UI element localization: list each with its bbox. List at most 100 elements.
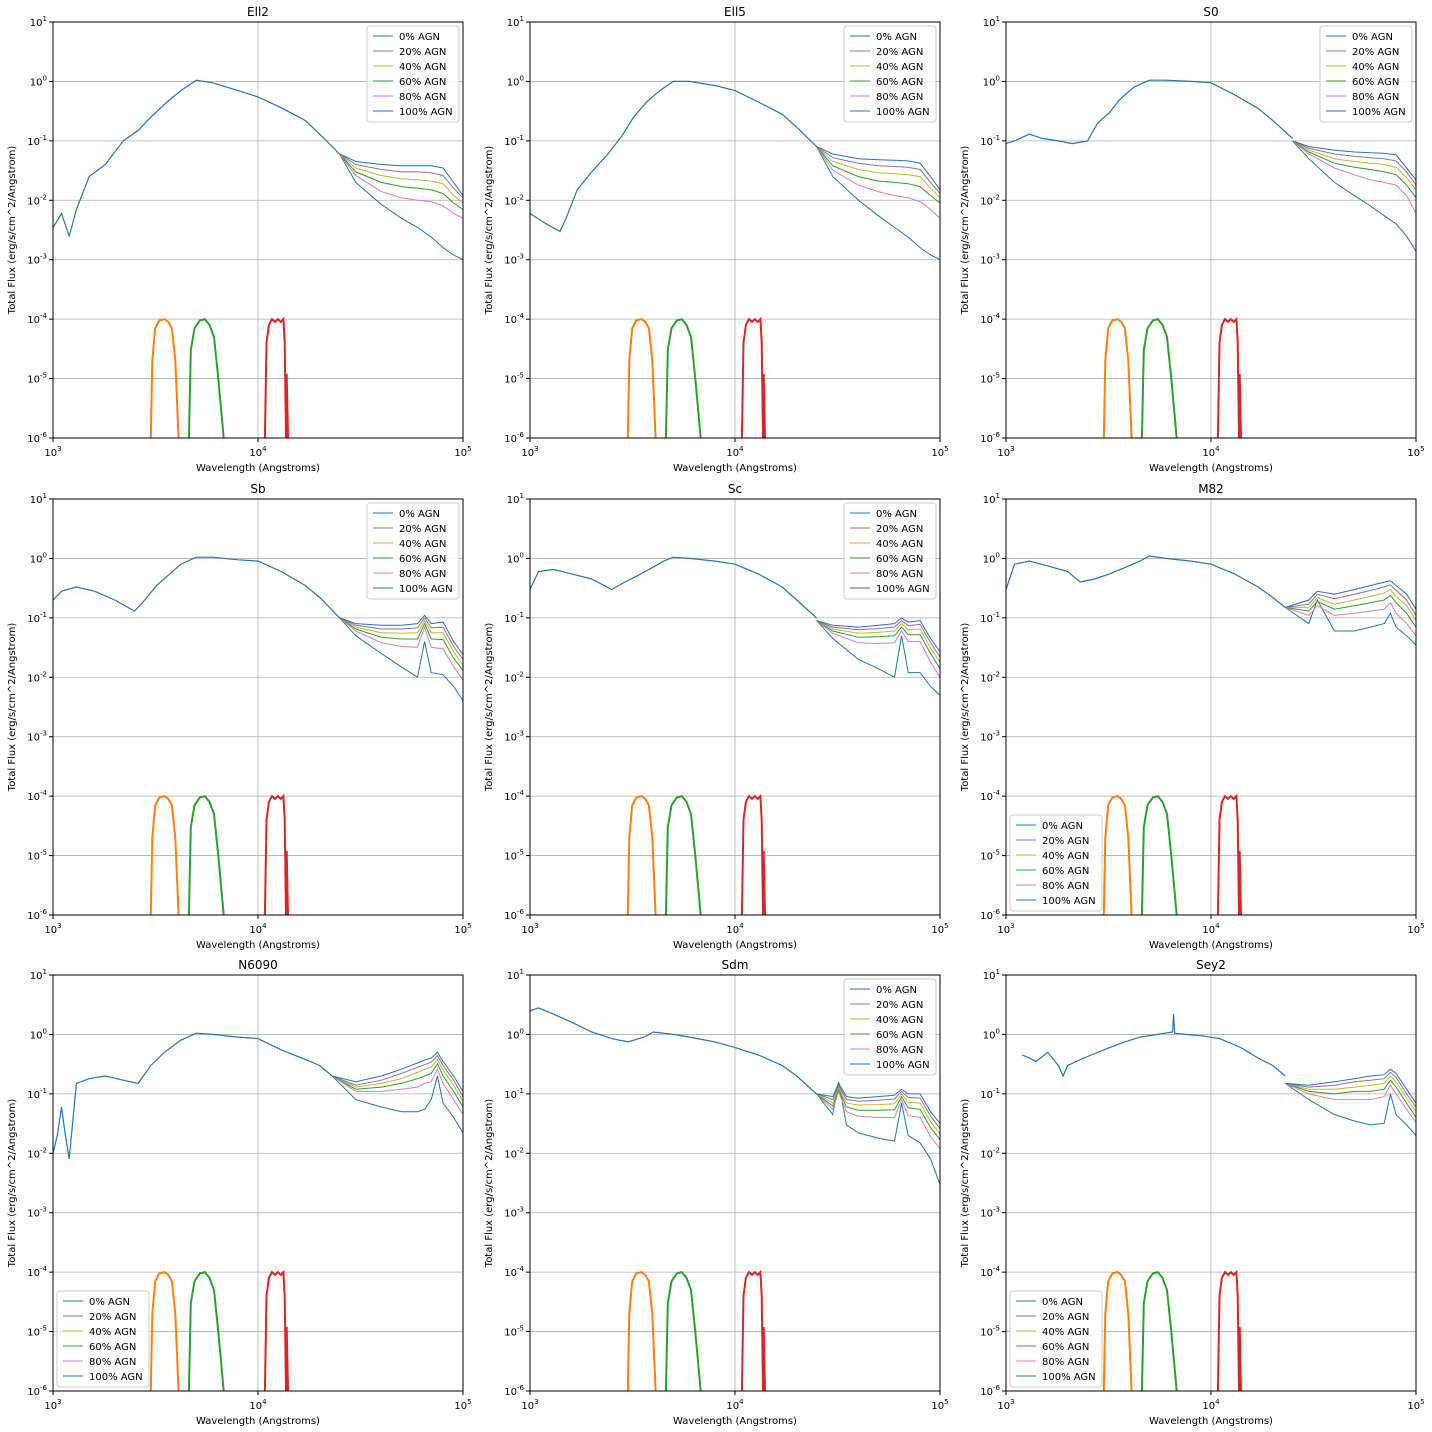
legend-label: 80% AGN	[1042, 1357, 1089, 1368]
y-tick-label: 10-3	[980, 253, 1000, 267]
legend-label: 0% AGN	[399, 32, 440, 43]
panel-sdm: 10-6 10-5 10-4 10-3 10-2 10-1 100 101 103 104 105 S…	[484, 958, 949, 1427]
x-tick-label: 103	[997, 1398, 1014, 1412]
y-tick-label: 10-2	[980, 1146, 1000, 1160]
x-tick-label: 104	[1202, 445, 1220, 459]
legend-label: 80% AGN	[876, 92, 923, 103]
y-tick-label: 10-6	[27, 1384, 47, 1398]
legend-label: 100% AGN	[1042, 896, 1096, 907]
series-line-0	[332, 1051, 463, 1092]
y-tick-label: 10-3	[504, 253, 524, 267]
sed-line	[1006, 79, 1294, 145]
y-tick-label: 100	[30, 1027, 47, 1041]
legend-label: 20% AGN	[399, 524, 446, 535]
series-line-4	[816, 146, 940, 219]
x-tick-label: 105	[1407, 922, 1424, 936]
legend: 0% AGN 20% AGN 40% AGN 60% AGN 80% AGN 100% A…	[56, 1290, 150, 1388]
series-line-5	[1284, 598, 1416, 646]
legend-label: 100% AGN	[876, 1060, 930, 1071]
panel-ell5: 10-6 10-5 10-4 10-3 10-2 10-1 100 101 103 104 105 E…	[484, 5, 949, 474]
legend-label: 40% AGN	[1352, 62, 1399, 73]
x-tick-label: 104	[726, 445, 744, 459]
panel-title: M82	[1198, 482, 1224, 496]
series-line-3	[1285, 594, 1416, 628]
series-line-3	[816, 1087, 940, 1140]
series-line-3	[339, 617, 463, 671]
y-tick-label: 10-6	[980, 1384, 1000, 1398]
legend-box	[843, 25, 937, 123]
x-tick-label: 104	[1202, 922, 1220, 936]
y-tick-label: 101	[983, 15, 1000, 29]
filter-curve-J	[263, 793, 289, 915]
x-tick-label: 105	[1407, 1398, 1424, 1412]
x-tick-label: 105	[931, 922, 948, 936]
series-line-4	[1292, 140, 1416, 214]
series-line-2	[816, 1085, 940, 1135]
legend-label: 20% AGN	[876, 524, 923, 535]
legend-box	[366, 25, 460, 123]
y-axis-title: Total Flux (erg/s/cm^2/Angstrom)	[484, 623, 495, 793]
y-tick-label: 10-6	[980, 908, 1000, 922]
x-tick-label: 105	[454, 1398, 471, 1412]
series-line-4	[816, 620, 940, 678]
legend: 0% AGN 20% AGN 40% AGN 60% AGN 80% AGN 100% A…	[366, 25, 460, 123]
y-tick-label: 101	[507, 968, 524, 982]
series-line-4	[339, 153, 463, 219]
legend-label: 0% AGN	[1352, 32, 1393, 43]
sed-line	[530, 1007, 818, 1095]
legend-label: 20% AGN	[399, 47, 446, 58]
legend-box	[1319, 25, 1413, 123]
x-axis-title: Wavelength (Angstroms)	[1149, 1416, 1273, 1427]
y-axis-title: Total Flux (erg/s/cm^2/Angstrom)	[7, 1099, 18, 1269]
y-tick-label: 100	[507, 74, 524, 88]
legend-label: 60% AGN	[399, 77, 446, 88]
y-axis-title: Total Flux (erg/s/cm^2/Angstrom)	[960, 146, 971, 316]
legend-box	[56, 1290, 150, 1388]
legend-label: 80% AGN	[399, 92, 446, 103]
y-tick-label: 10-4	[27, 1265, 47, 1279]
y-tick-label: 10-2	[504, 1146, 524, 1160]
plot-area	[1006, 79, 1416, 438]
filter-curve-g	[1140, 317, 1178, 438]
legend-label: 40% AGN	[399, 62, 446, 73]
x-tick-label: 105	[931, 1398, 948, 1412]
y-tick-label: 100	[507, 1027, 524, 1041]
y-tick-label: 10-2	[504, 670, 524, 684]
legend-label: 40% AGN	[89, 1327, 136, 1338]
legend-label: 0% AGN	[876, 509, 917, 520]
y-tick-label: 10-5	[27, 1325, 47, 1339]
y-tick-label: 10-4	[504, 312, 524, 326]
series-line-2	[1292, 140, 1416, 191]
plot-area	[530, 1007, 940, 1391]
series-line-0	[1285, 580, 1416, 610]
series-line-3	[331, 1062, 463, 1108]
sed-line	[53, 556, 341, 619]
y-tick-label: 100	[983, 551, 1000, 565]
sed-line	[1021, 1014, 1286, 1078]
y-tick-label: 10-1	[504, 1087, 524, 1101]
x-tick-label: 103	[44, 922, 61, 936]
y-tick-label: 10-4	[980, 789, 1000, 803]
y-tick-label: 10-3	[980, 1206, 1000, 1220]
y-tick-label: 10-1	[27, 134, 47, 148]
filter-curve-u	[626, 318, 657, 438]
legend-label: 40% AGN	[876, 1015, 923, 1026]
filter-curve-g	[1140, 1270, 1178, 1391]
x-tick-label: 105	[931, 445, 948, 459]
legend-label: 60% AGN	[89, 1342, 136, 1353]
y-tick-label: 10-3	[27, 1206, 47, 1220]
series-line-1	[1285, 1071, 1416, 1108]
y-tick-label: 10-6	[980, 431, 1000, 445]
x-axis-title: Wavelength (Angstroms)	[196, 1416, 320, 1427]
legend-label: 100% AGN	[399, 107, 453, 118]
filter-curve-J	[263, 316, 289, 438]
y-tick-label: 10-5	[504, 1325, 524, 1339]
legend-label: 100% AGN	[1042, 1372, 1096, 1383]
legend-label: 100% AGN	[399, 584, 453, 595]
series-line-1	[339, 617, 463, 660]
legend-label: 20% AGN	[89, 1312, 136, 1323]
legend-label: 40% AGN	[876, 62, 923, 73]
y-tick-label: 100	[507, 551, 524, 565]
y-tick-label: 10-2	[980, 193, 1000, 207]
